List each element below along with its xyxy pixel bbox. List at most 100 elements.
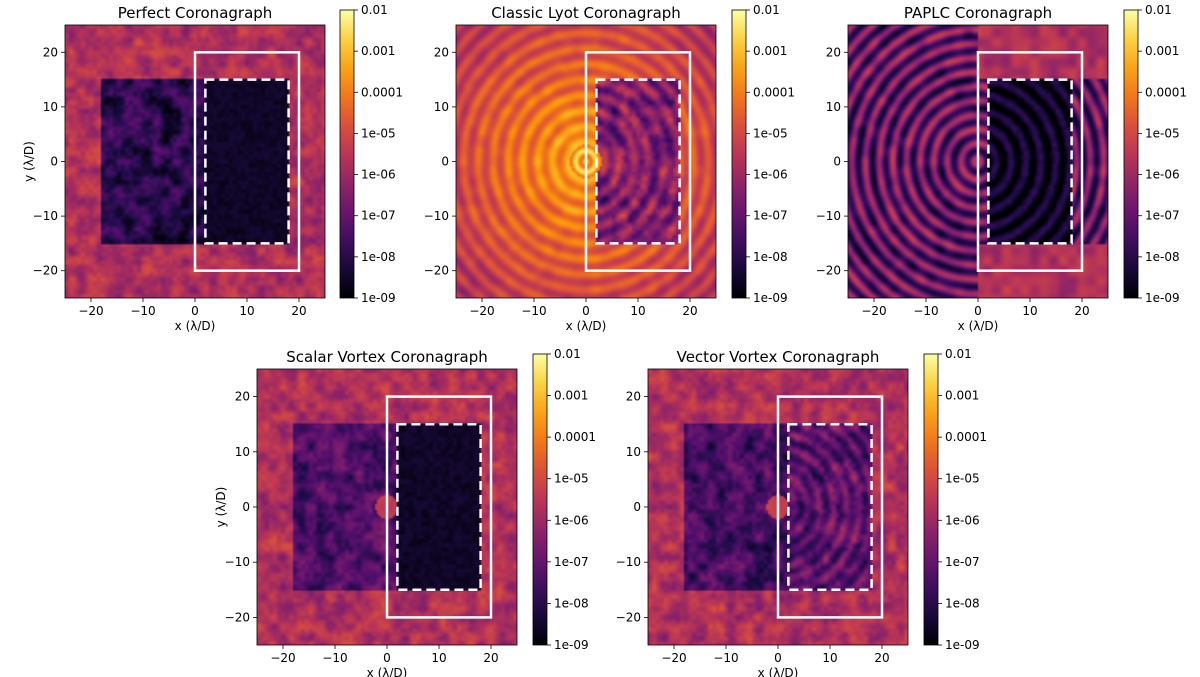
- y-tick-label: 10: [826, 100, 841, 114]
- dashed-region-box: [595, 78, 681, 245]
- colorbar-tick-label: 0.0001: [945, 430, 987, 444]
- colorbar-tick-label: 1e-08: [753, 250, 788, 264]
- x-tick-label: −10: [521, 304, 546, 318]
- y-tick-label: 0: [441, 155, 449, 169]
- x-tick-label: 0: [191, 304, 199, 318]
- y-axis-label: y (λ/D): [22, 141, 36, 182]
- colorbar-tick-label: 0.01: [945, 347, 972, 361]
- colorbar-tick-label: 0.001: [361, 44, 395, 58]
- y-tick-label: 10: [626, 445, 641, 459]
- colorbar-tick-label: 0.01: [1145, 3, 1172, 17]
- dashed-region-box: [787, 422, 873, 592]
- colorbar-tick-label: 1e-07: [554, 555, 589, 569]
- x-tick-label: 20: [874, 651, 889, 665]
- x-tick-label: 0: [774, 651, 782, 665]
- y-tick-label: −10: [616, 555, 641, 569]
- colorbar-tick-label: 0.01: [361, 3, 388, 17]
- colorbar-tick-label: 0.001: [554, 389, 588, 403]
- colorbar-tick-label: 1e-05: [945, 472, 980, 486]
- colorbar-tick-label: 1e-09: [361, 291, 396, 305]
- y-tick-label: 20: [434, 45, 449, 59]
- y-tick-label: 20: [826, 45, 841, 59]
- colorbar: [339, 9, 355, 299]
- y-tick-label: 10: [43, 100, 58, 114]
- colorbar: [731, 9, 747, 299]
- y-tick-label: −20: [616, 610, 641, 624]
- panel-4: −20 −10 0 10 20 −20 −10 0 10 20 Scalar Vortex Coro…: [214, 347, 596, 677]
- dashed-region-box: [396, 422, 482, 592]
- colorbar-tick-label: 1e-08: [945, 596, 980, 610]
- colorbar-tick-label: 1e-06: [554, 513, 589, 527]
- y-tick-label: −20: [424, 264, 449, 278]
- y-tick-label: 0: [833, 155, 841, 169]
- y-tick-label: −20: [33, 264, 58, 278]
- x-tick-label: 10: [822, 651, 837, 665]
- y-tick-label: −20: [816, 264, 841, 278]
- y-tick-label: −10: [424, 209, 449, 223]
- panel-1: −20 −10 0 10 20 −20 −10 0 10 20 Perfect Coronagrap…: [22, 3, 403, 333]
- colorbar-tick-label: 1e-09: [554, 638, 589, 652]
- colorbar: [532, 353, 548, 646]
- x-tick-label: 10: [431, 651, 446, 665]
- colorbar-tick-label: 1e-07: [945, 555, 980, 569]
- x-tick-label: 20: [682, 304, 697, 318]
- colorbar-tick-label: 0.001: [1145, 44, 1179, 58]
- colorbar-tick-label: 0.0001: [1145, 85, 1187, 99]
- colorbar-tick-label: 1e-06: [753, 168, 788, 182]
- x-tick-label: 10: [1022, 304, 1037, 318]
- panel-title: Scalar Vortex Coronagraph: [286, 348, 487, 366]
- y-tick-label: −20: [225, 610, 250, 624]
- colorbar-tick-label: 1e-06: [1145, 168, 1180, 182]
- y-tick-label: −10: [225, 555, 250, 569]
- x-tick-label: −10: [322, 651, 347, 665]
- colorbar-tick-label: 0.0001: [753, 85, 795, 99]
- x-tick-label: 20: [1074, 304, 1089, 318]
- y-tick-label: 10: [434, 100, 449, 114]
- solid-region-box: [776, 395, 884, 619]
- x-axis-label: x (λ/D): [175, 319, 216, 333]
- colorbar-tick-label: 0.01: [554, 347, 581, 361]
- colorbar-tick-label: 1e-05: [361, 126, 396, 140]
- y-tick-label: 0: [50, 155, 58, 169]
- x-tick-label: 20: [483, 651, 498, 665]
- y-tick-label: 20: [626, 390, 641, 404]
- colorbar-tick-label: 0.0001: [361, 85, 403, 99]
- colorbar-tick-label: 1e-05: [554, 472, 589, 486]
- panel-title: Vector Vortex Coronagraph: [677, 348, 880, 366]
- y-tick-label: 20: [235, 390, 250, 404]
- x-tick-label: −10: [130, 304, 155, 318]
- solid-region-box: [584, 51, 692, 272]
- x-tick-label: 10: [630, 304, 645, 318]
- x-axis-label: x (λ/D): [958, 319, 999, 333]
- x-axis-label: x (λ/D): [566, 319, 607, 333]
- colorbar-tick-label: 0.001: [945, 389, 979, 403]
- panel-5: −20 −10 0 10 20 −20 −10 0 10 20 Vector Vortex Coro…: [616, 347, 987, 677]
- panel-title: Classic Lyot Coronagraph: [491, 4, 681, 22]
- colorbar-tick-label: 1e-05: [1145, 126, 1180, 140]
- colorbar-tick-label: 1e-07: [753, 209, 788, 223]
- dashed-region-box: [987, 78, 1073, 245]
- y-tick-label: 20: [43, 45, 58, 59]
- colorbar-tick-label: 1e-09: [1145, 291, 1180, 305]
- colorbar-tick-label: 0.001: [753, 44, 787, 58]
- solid-region-box: [385, 395, 493, 619]
- colorbar-tick-label: 1e-09: [753, 291, 788, 305]
- colorbar-tick-label: 1e-08: [1145, 250, 1180, 264]
- x-tick-label: 0: [582, 304, 590, 318]
- x-tick-label: −20: [78, 304, 103, 318]
- x-tick-label: 20: [291, 304, 306, 318]
- solid-region-box: [976, 51, 1084, 272]
- colorbar-tick-label: 1e-05: [753, 126, 788, 140]
- y-tick-label: 10: [235, 445, 250, 459]
- x-tick-label: 0: [383, 651, 391, 665]
- colorbar-tick-label: 1e-07: [361, 209, 396, 223]
- colorbar-tick-label: 0.01: [753, 3, 780, 17]
- colorbar: [1123, 9, 1139, 299]
- x-tick-label: −20: [661, 651, 686, 665]
- x-axis-label: x (λ/D): [758, 666, 799, 677]
- y-tick-label: −10: [816, 209, 841, 223]
- panel-3: −20 −10 0 10 20 −20 −10 0 10 20 PAPLC Coronagraph x…: [816, 3, 1187, 333]
- dashed-region-box: [204, 78, 290, 245]
- x-tick-label: −10: [713, 651, 738, 665]
